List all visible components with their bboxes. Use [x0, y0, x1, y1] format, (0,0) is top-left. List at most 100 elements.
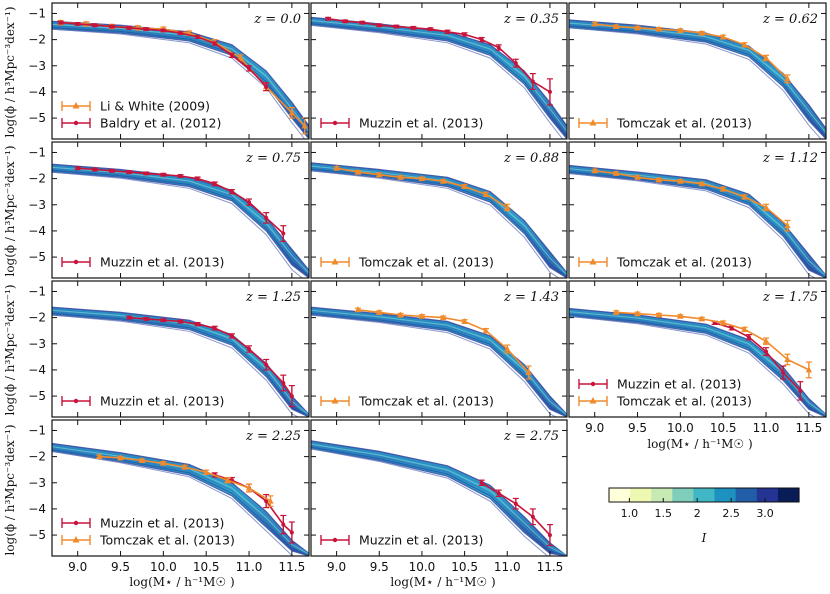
legend-item: Tomczak et al. (2013): [320, 255, 494, 270]
data-point: [264, 215, 269, 220]
data-point: [333, 164, 340, 171]
y-tick-label: −1: [28, 284, 46, 298]
model-curve: [311, 170, 560, 278]
data-point: [504, 203, 511, 210]
data-point: [281, 522, 286, 527]
data-point: [496, 491, 501, 496]
legend-item: Muzzin et al. (2013): [61, 394, 224, 409]
model-curve: [52, 314, 309, 417]
y-tick-label: −5: [28, 528, 46, 542]
panel-11: 9.0 9.5 10.0 10.5 11.0 11.5 z = 2.75 Muzzin et …: [310, 419, 568, 574]
series-muzzin-et-al-2013: [126, 315, 295, 408]
y-tick-label: −1: [28, 423, 46, 437]
y-tick-label: −4: [28, 363, 46, 377]
model-curve: [311, 309, 567, 416]
data-point: [247, 66, 252, 71]
ticks: [311, 281, 567, 417]
ticks: −1 −2 −3 −4 −5: [28, 142, 309, 278]
x-tick-label: 9.5: [111, 560, 130, 574]
data-point: [762, 54, 770, 61]
panel-frame: [310, 141, 568, 279]
data-point: [482, 190, 490, 197]
legend-marker: [72, 536, 80, 543]
model-curve: [311, 21, 567, 135]
data-point: [762, 203, 770, 210]
data-point: [445, 29, 450, 34]
y-tick-label: −1: [28, 145, 46, 159]
legend-item: Muzzin et al. (2013): [320, 116, 483, 131]
data-point: [397, 311, 404, 318]
x-tick-label: 11.5: [279, 560, 306, 574]
data-point: [720, 33, 727, 40]
colorbar-tick-label: 2: [694, 507, 701, 520]
x-tick-label: 11.0: [753, 421, 780, 435]
series-muzzin-et-al-2013: [478, 479, 553, 547]
colorbar-segment: [630, 488, 652, 502]
series-tomczak-et-al-2013: [591, 20, 791, 84]
panel-background: [311, 281, 567, 417]
panel-6: z = 1.12 Tomczak et al. (2013): [568, 141, 827, 279]
x-tick-label: 11.5: [796, 421, 823, 435]
data-point: [482, 327, 490, 334]
data-point: [264, 84, 269, 89]
x-tick-label: 10.5: [451, 560, 478, 574]
data-point: [203, 468, 210, 475]
colorbar-segment: [609, 488, 631, 502]
data-point: [698, 180, 705, 187]
x-axis-label-col-2: log(M⋆ / h⁻¹M☉ ): [390, 575, 495, 589]
colorbar: 1.0 1.5 2 2.5 3.0: [608, 487, 800, 520]
colorbar-segment: [693, 488, 716, 502]
data-point: [247, 200, 252, 205]
model-curve: [569, 311, 826, 416]
data-point: [784, 222, 791, 229]
data-point: [440, 314, 447, 321]
data-point: [440, 177, 447, 184]
series-tomczak-et-al-2013: [354, 306, 532, 380]
data-point: [178, 174, 183, 178]
legend-label: Muzzin et al. (2013): [100, 255, 224, 270]
colorbar-segment: [672, 488, 695, 502]
legend-label: Tomczak et al. (2013): [616, 116, 752, 131]
data-point: [634, 24, 641, 31]
data-point: [496, 45, 501, 50]
data-point: [289, 530, 294, 535]
x-tick-label: 11.0: [236, 560, 263, 574]
data-point: [245, 484, 253, 491]
data-point: [144, 27, 149, 32]
legend-item: Li & White (2009): [61, 99, 210, 114]
ticks: [311, 3, 567, 139]
data-point: [612, 23, 620, 30]
data-point: [655, 25, 663, 32]
series-tomczak-et-al-2013: [612, 308, 813, 379]
legend-label: Muzzin et al. (2013): [359, 116, 483, 131]
data-point: [677, 312, 684, 319]
legend-label: Muzzin et al. (2013): [359, 533, 483, 548]
panel-2: z = 0.35 Muzzin et al. (2013): [310, 2, 568, 140]
model-curve: [52, 20, 309, 127]
y-tick-label: −4: [28, 85, 46, 99]
model-curve: [311, 311, 567, 417]
legend-item: Tomczak et al. (2013): [578, 394, 752, 409]
x-tick-label: 11.5: [537, 560, 564, 574]
model-curve: [311, 443, 567, 556]
model-curve: [311, 445, 567, 556]
data-point: [720, 319, 727, 326]
legend-marker: [589, 258, 597, 265]
x-tick-label: 11.0: [494, 560, 521, 574]
model-curve: [52, 28, 306, 139]
panel-frame: [310, 280, 568, 418]
panel-3: z = 0.62 Tomczak et al. (2013): [568, 2, 827, 140]
data-point: [764, 349, 769, 354]
series-tomczak-et-al-2013: [333, 164, 511, 212]
ticks: [311, 142, 567, 278]
model-curve: [569, 25, 826, 138]
model-curve: [311, 314, 567, 417]
legend-marker: [589, 397, 597, 404]
data-point: [58, 20, 63, 25]
colorbar-frame: [608, 487, 800, 503]
redshift-label: z = 0.35: [503, 12, 559, 27]
ticks: −1 −2 −3 −4 −5: [28, 3, 309, 139]
redshift-label: z = 0.62: [762, 12, 818, 27]
series-baldry-et-al-2012: [57, 20, 270, 92]
data-point: [117, 454, 124, 461]
